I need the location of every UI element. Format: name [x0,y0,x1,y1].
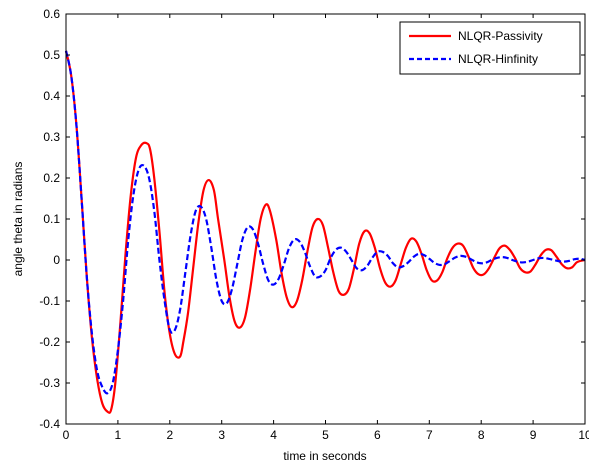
y-tick-label: 0.6 [43,7,60,21]
legend-label-hinfinity: NLQR-Hinfinity [458,52,538,66]
series-line-hinfinity [64,50,586,395]
x-tick-label: 2 [166,428,173,442]
x-tick-label: 1 [115,428,122,442]
x-tick-label: 10 [578,428,589,442]
x-tick-label: 7 [426,428,433,442]
y-tick-label: -0.4 [39,417,60,431]
series-layer [64,50,586,414]
x-tick-label: 5 [322,428,329,442]
series-line-passivity [64,50,586,414]
y-tick-label: 0.2 [43,171,60,185]
y-tick-label: 0.4 [43,89,60,103]
x-tick-label: 0 [63,428,70,442]
y-tick-label: 0.3 [43,130,60,144]
y-tick-label: 0 [53,253,60,267]
y-tick-label: -0.3 [39,376,60,390]
x-tick-label: 9 [530,428,537,442]
x-tick-label: 3 [218,428,225,442]
x-axis-label: time in seconds [283,449,366,463]
legend: NLQR-Passivity NLQR-Hinfinity [399,21,581,75]
plot-area [66,14,585,424]
x-tick-label: 4 [270,428,277,442]
y-tick-label: -0.2 [39,335,60,349]
y-tick-label: 0.1 [43,212,60,226]
legend-box [399,21,581,75]
x-tick-label: 6 [374,428,381,442]
y-tick-label: 0.5 [43,48,60,62]
legend-label-passivity: NLQR-Passivity [458,29,543,43]
tick-layer: 0 1 2 3 4 5 6 7 8 9 10 -0.4 -0.3 -0.2 -0.1 0 0.1 0.2 0.3 0.… [39,7,589,442]
y-tick-label: -0.1 [39,294,60,308]
x-tick-label: 8 [478,428,485,442]
y-axis-label: angle theta in radians [11,162,25,277]
